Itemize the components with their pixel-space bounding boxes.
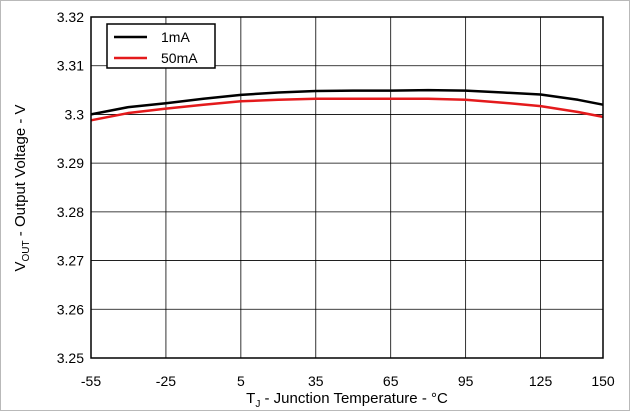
y-tick-label: 3.26 — [57, 301, 84, 317]
plot-border — [90, 16, 604, 359]
legend-box — [106, 23, 216, 69]
y-tick-labels: 3.25 3.26 3.27 3.28 3.29 3.3 3.31 3.32 — [57, 9, 84, 366]
y-tick-label: 3.3 — [65, 106, 85, 122]
legend: 1mA 50mA — [106, 23, 216, 69]
y-tick-label: 3.25 — [57, 350, 84, 366]
series-lines — [90, 88, 604, 122]
x-tick-label: -55 — [81, 373, 101, 389]
y-tick-label: 3.27 — [57, 253, 84, 269]
x-tick-labels: -55 -25 5 35 65 95 125 150 — [81, 373, 615, 389]
y-tick-label: 3.31 — [57, 58, 84, 74]
x-axis-label: TJ - Junction Temperature - °C — [246, 390, 448, 410]
plot-area — [91, 17, 603, 358]
series-line-1ma — [90, 88, 604, 116]
y-tick-label: 3.29 — [57, 155, 84, 171]
legend-label-50ma: 50mA — [161, 50, 198, 66]
x-tick-label: 95 — [458, 373, 474, 389]
x-tick-label: 65 — [383, 373, 399, 389]
x-tick-label: 35 — [308, 373, 324, 389]
x-tick-label: 150 — [591, 373, 615, 389]
x-tick-label: 5 — [237, 373, 245, 389]
legend-label-1ma: 1mA — [161, 29, 190, 45]
series-line-50ma — [90, 97, 604, 122]
x-tick-label: -25 — [156, 373, 176, 389]
grid — [91, 17, 603, 358]
y-tick-label: 3.32 — [57, 9, 84, 25]
y-axis-label: VOUT - Output Voltage - V — [12, 104, 32, 271]
y-tick-label: 3.28 — [57, 204, 84, 220]
x-tick-label: 125 — [529, 373, 553, 389]
